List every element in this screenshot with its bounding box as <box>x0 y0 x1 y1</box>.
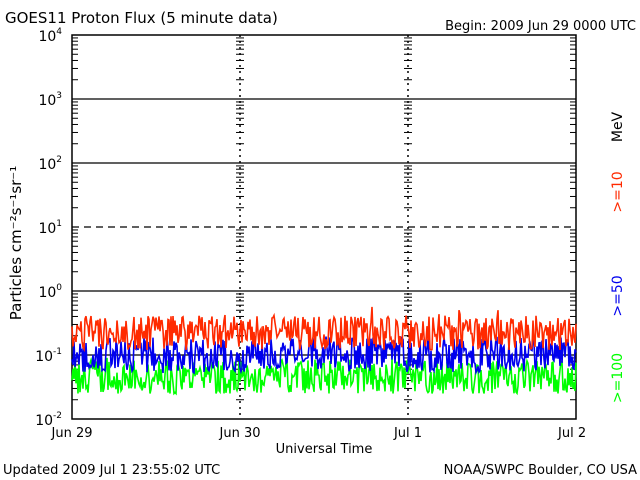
x-tick-labels: Jun 29 Jun 30 Jul 1 Jul 2 <box>51 426 587 441</box>
x-tick-label: Jun 29 <box>51 426 93 441</box>
chart-title: GOES11 Proton Flux (5 minute data) <box>5 9 278 27</box>
y-tick-label: 101 <box>38 219 62 237</box>
agency-credit: NOAA/SWPC Boulder, CO USA <box>444 463 637 478</box>
x-tick-label: Jul 2 <box>557 426 586 441</box>
legend-unit: MeV <box>610 111 626 142</box>
series-line <box>71 306 577 353</box>
y-tick-label: 102 <box>38 155 62 173</box>
updated-timestamp: Updated 2009 Jul 1 23:55:02 UTC <box>3 463 220 478</box>
grid-layer <box>72 35 576 419</box>
y-tick-label: 103 <box>38 91 62 109</box>
y-tick-label: 10-1 <box>35 347 62 365</box>
x-axis-label: Universal Time <box>276 442 373 457</box>
legend: MeV >=10 >=50 >=100 <box>610 111 626 403</box>
legend-entry: >=50 <box>610 275 626 316</box>
series-line <box>71 356 577 396</box>
legend-entry: >=10 <box>610 171 626 212</box>
begin-time: Begin: 2009 Jun 29 0000 UTC <box>445 19 636 34</box>
y-tick-label: 104 <box>38 27 62 45</box>
x-tick-label: Jul 1 <box>393 426 422 441</box>
y-axis-label: Particles cm⁻²s⁻¹sr⁻¹ <box>7 166 25 320</box>
series-layer <box>71 306 577 396</box>
y-tick-label: 10-2 <box>35 411 62 429</box>
y-tick-labels: 104 103 102 101 100 10-1 10-2 <box>35 27 62 429</box>
y-tick-label: 100 <box>38 283 62 301</box>
x-tick-label: Jun 30 <box>219 426 261 441</box>
series-line <box>71 336 577 376</box>
legend-entry: >=100 <box>610 353 626 403</box>
plot-area <box>71 34 577 420</box>
